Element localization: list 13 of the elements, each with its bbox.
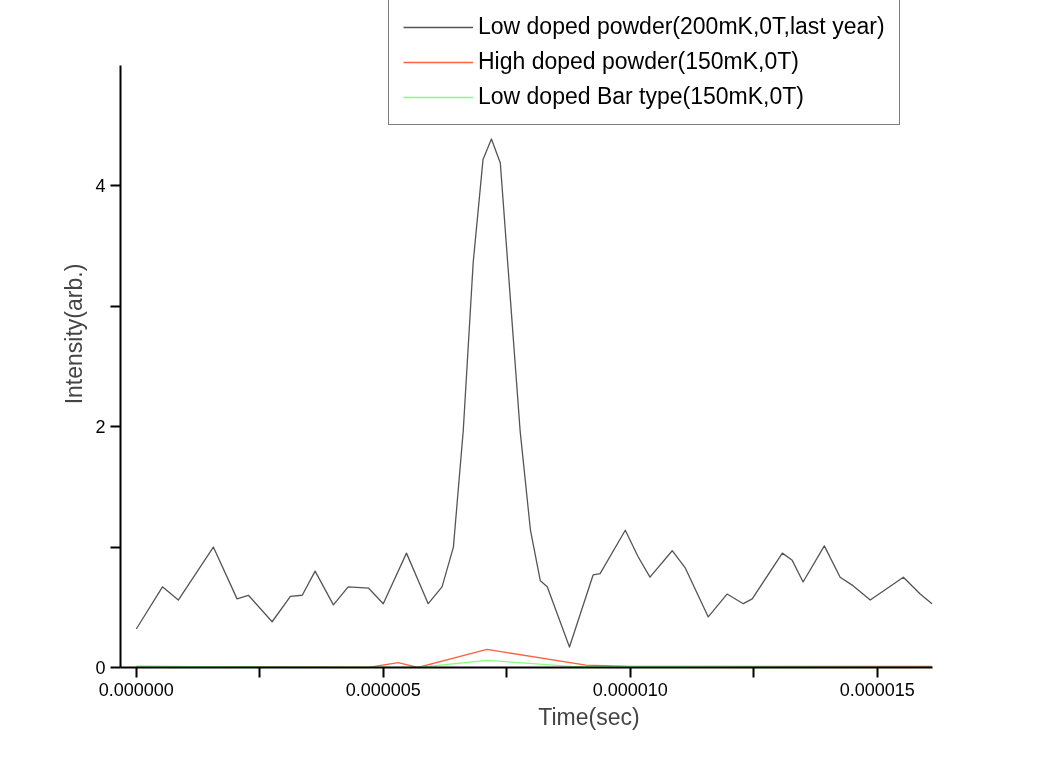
x-tick-label: 0.000000	[98, 679, 174, 700]
line-series	[135, 138, 933, 648]
x-tick-label: 0.000010	[592, 679, 668, 700]
y-tick-label: 4	[95, 176, 106, 197]
legend-label: Low doped powder(200mK,0T,last year)	[478, 13, 885, 40]
y-tick-label: 2	[95, 417, 106, 438]
y-axis-title: Intensity(arb.)	[61, 263, 88, 405]
legend-label: Low doped Bar type(150mK,0T)	[478, 83, 805, 110]
x-tick-label: 0.000005	[345, 679, 421, 700]
x-axis-title: Time(sec)	[538, 703, 640, 730]
legend-label: High doped powder(150mK,0T)	[478, 48, 799, 75]
x-tick-label: 0.000015	[839, 679, 915, 700]
y-tick-label: 0	[95, 658, 106, 678]
